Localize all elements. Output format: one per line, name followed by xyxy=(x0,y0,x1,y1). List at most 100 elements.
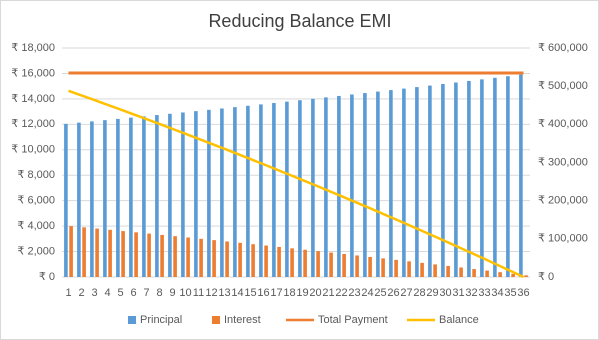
bar xyxy=(480,79,484,277)
x-tick-label: 35 xyxy=(504,287,516,299)
bar xyxy=(402,88,406,277)
bar xyxy=(207,109,211,277)
y2-tick-label: ₹ 0 xyxy=(538,271,554,283)
x-tick-label: 28 xyxy=(413,287,425,299)
bar xyxy=(82,227,86,277)
bar xyxy=(428,85,432,277)
bar xyxy=(329,252,333,277)
x-tick-label: 10 xyxy=(179,287,191,299)
bar xyxy=(168,113,172,277)
y-tick-label: ₹ 2,000 xyxy=(17,245,55,257)
y-tick-label: ₹ 10,000 xyxy=(11,144,55,156)
bar xyxy=(69,226,73,277)
x-tick-label: 29 xyxy=(426,287,438,299)
legend-label: Principal xyxy=(140,314,182,326)
x-tick-label: 25 xyxy=(374,287,386,299)
y2-tick-label: ₹ 300,000 xyxy=(538,156,588,168)
x-tick-label: 13 xyxy=(218,287,230,299)
bar xyxy=(394,259,398,277)
y2-tick-label: ₹ 400,000 xyxy=(538,118,588,130)
bar xyxy=(467,80,471,277)
x-tick-label: 21 xyxy=(322,287,334,299)
bar xyxy=(355,255,359,277)
x-tick-label: 30 xyxy=(439,287,451,299)
x-tick-label: 22 xyxy=(335,287,347,299)
bar xyxy=(173,236,177,277)
x-tick-label: 3 xyxy=(91,287,97,299)
legend-swatch xyxy=(212,316,220,324)
bar xyxy=(64,123,68,278)
bar xyxy=(251,244,255,277)
bar xyxy=(337,95,341,277)
bar xyxy=(194,111,198,278)
bar xyxy=(142,116,146,277)
bar xyxy=(233,107,237,277)
x-tick-label: 15 xyxy=(244,287,256,299)
x-tick-label: 36 xyxy=(517,287,529,299)
x-tick-label: 4 xyxy=(104,287,110,299)
line-series xyxy=(68,89,525,279)
x-tick-label: 12 xyxy=(205,287,217,299)
bar xyxy=(129,117,133,277)
y-tick-label: ₹ 6,000 xyxy=(17,195,55,207)
bar xyxy=(290,248,294,277)
bar xyxy=(303,249,307,277)
bar xyxy=(441,84,445,277)
bar xyxy=(121,231,125,277)
bar xyxy=(415,87,419,277)
bar xyxy=(147,233,151,277)
x-tick-label: 24 xyxy=(361,287,373,299)
bar xyxy=(446,265,450,277)
x-tick-label: 9 xyxy=(169,287,175,299)
legend-swatch xyxy=(128,316,136,324)
x-tick-label: 11 xyxy=(193,287,204,299)
x-tick-label: 17 xyxy=(270,287,282,299)
bar xyxy=(95,228,99,277)
y-tick-label: ₹ 18,000 xyxy=(11,42,55,54)
x-tick-label: 14 xyxy=(231,287,243,299)
bar xyxy=(324,97,328,277)
x-tick-label: 26 xyxy=(387,287,399,299)
bar xyxy=(264,245,268,277)
bar xyxy=(238,242,242,277)
bar xyxy=(155,115,159,277)
bar xyxy=(108,229,112,277)
bar xyxy=(350,94,354,277)
x-tick-label: 16 xyxy=(257,287,269,299)
x-tick-label: 2 xyxy=(78,287,84,299)
legend-label: Total Payment xyxy=(318,314,388,326)
y-tick-label: ₹ 14,000 xyxy=(11,93,55,105)
bar xyxy=(519,74,523,277)
y-tick-label: ₹ 0 xyxy=(39,271,55,283)
bar xyxy=(220,108,224,277)
bar xyxy=(199,238,203,277)
bar xyxy=(363,93,367,278)
y2-tick-label: ₹ 500,000 xyxy=(538,80,588,92)
y2-tick-label: ₹ 600,000 xyxy=(538,42,588,54)
x-tick-label: 7 xyxy=(143,287,149,299)
bar xyxy=(485,270,489,277)
x-tick-label: 6 xyxy=(130,287,136,299)
bar xyxy=(272,103,276,277)
bar xyxy=(285,101,289,277)
bar xyxy=(77,122,81,277)
x-tick-label: 8 xyxy=(156,287,162,299)
x-tick-label: 27 xyxy=(400,287,412,299)
bar xyxy=(160,234,164,277)
y-tick-label: ₹ 12,000 xyxy=(11,118,55,130)
y-tick-label: ₹ 16,000 xyxy=(11,67,55,79)
bar xyxy=(420,262,424,277)
x-tick-label: 19 xyxy=(296,287,308,299)
bar xyxy=(298,100,302,277)
bar xyxy=(212,240,216,277)
bar xyxy=(134,232,138,277)
bar xyxy=(506,76,510,277)
x-tick-label: 5 xyxy=(117,287,123,299)
bar xyxy=(277,246,281,277)
bar xyxy=(181,112,185,277)
y2-tick-label: ₹ 200,000 xyxy=(538,195,588,207)
bar xyxy=(498,272,502,277)
bar xyxy=(225,241,229,277)
bar xyxy=(389,90,393,277)
